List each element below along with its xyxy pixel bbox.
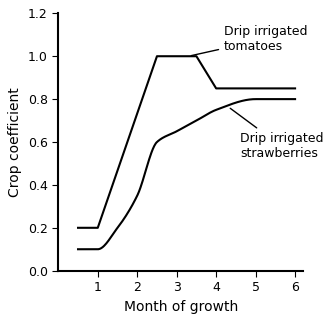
Y-axis label: Crop coefficient: Crop coefficient: [8, 87, 22, 197]
Text: Drip irrigated
tomatoes: Drip irrigated tomatoes: [191, 25, 308, 56]
Text: Drip irrigated
strawberries: Drip irrigated strawberries: [230, 108, 323, 160]
X-axis label: Month of growth: Month of growth: [123, 300, 238, 314]
